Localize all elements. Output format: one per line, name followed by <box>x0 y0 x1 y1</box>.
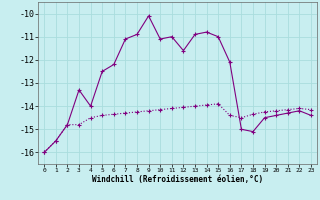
X-axis label: Windchill (Refroidissement éolien,°C): Windchill (Refroidissement éolien,°C) <box>92 175 263 184</box>
